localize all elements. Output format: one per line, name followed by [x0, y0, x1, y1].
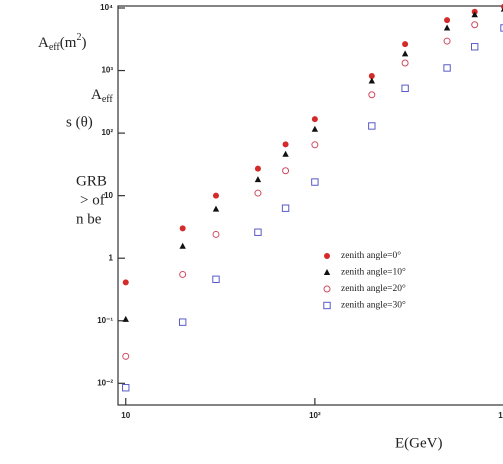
point	[212, 275, 220, 284]
point	[212, 205, 220, 212]
legend-marker	[323, 285, 331, 293]
point	[401, 50, 409, 57]
point	[368, 77, 376, 84]
y-tick-label: 10³	[101, 66, 113, 75]
point	[368, 91, 376, 99]
point	[254, 189, 262, 197]
legend-label: zenith angle=30°	[341, 300, 406, 311]
x-tick-label: 10	[121, 411, 130, 420]
y-tick-label: 10	[104, 191, 113, 200]
point	[368, 122, 376, 130]
side-text: n be	[76, 211, 102, 227]
point	[212, 192, 219, 199]
point	[179, 270, 187, 278]
point	[444, 17, 451, 24]
point	[471, 21, 479, 29]
side-text: s (θ)	[66, 114, 93, 130]
legend-marker	[324, 253, 330, 259]
point	[282, 167, 290, 175]
x-tick-label: 10³	[498, 411, 503, 420]
point	[178, 318, 187, 326]
y-tick-label: 1	[109, 253, 114, 262]
point	[282, 150, 289, 157]
point	[443, 24, 451, 31]
legend-marker	[323, 301, 331, 310]
point	[401, 59, 409, 67]
point	[254, 176, 262, 183]
y-tick-label: 10⁻²	[97, 378, 113, 387]
point	[443, 37, 451, 45]
point	[282, 141, 289, 148]
point	[212, 230, 220, 238]
point	[122, 384, 130, 392]
point	[500, 24, 503, 32]
side-text: > of	[80, 192, 105, 208]
legend-marker	[323, 269, 331, 275]
plot-frame	[117, 5, 503, 406]
side-text: Aeff	[91, 87, 113, 105]
point	[254, 165, 261, 172]
x-tick-label: 10²	[309, 411, 321, 420]
legend-label: zenith angle=10°	[341, 267, 406, 278]
point	[122, 279, 129, 286]
point	[311, 141, 319, 149]
point	[311, 116, 318, 123]
y-axis-label: Aeff(m2)	[38, 32, 86, 53]
point	[311, 125, 319, 132]
point	[122, 352, 130, 360]
point	[401, 84, 409, 93]
point	[254, 228, 262, 236]
point	[311, 178, 319, 186]
point	[179, 225, 186, 232]
point	[281, 204, 290, 212]
point	[471, 43, 479, 51]
legend-label: zenith angle=20°	[341, 283, 406, 294]
y-tick-label: 10⁻¹	[97, 316, 113, 325]
y-tick-label: 10²	[101, 128, 113, 137]
point	[471, 11, 478, 18]
legend-label: zenith angle=0°	[341, 250, 401, 261]
x-axis-label: E(GeV)	[395, 435, 442, 451]
point	[179, 242, 186, 249]
y-tick-label: 10⁴	[100, 3, 113, 12]
point	[122, 315, 129, 322]
side-text: GRB	[76, 173, 107, 189]
point	[368, 72, 375, 79]
point	[500, 7, 503, 12]
point	[443, 64, 451, 72]
point	[402, 41, 409, 48]
